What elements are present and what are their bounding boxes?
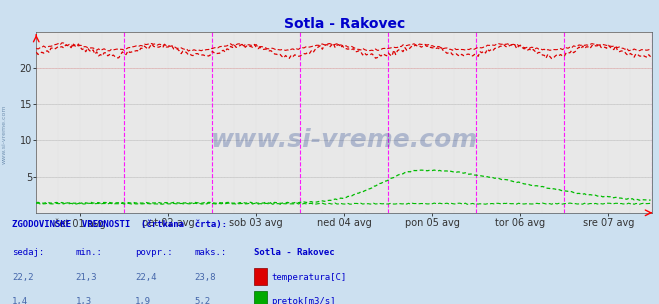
Text: 22,4: 22,4	[135, 273, 157, 282]
Text: Sotla - Rakovec: Sotla - Rakovec	[254, 248, 334, 257]
Text: www.si-vreme.com: www.si-vreme.com	[211, 129, 478, 152]
Text: 5,2: 5,2	[194, 297, 210, 304]
Bar	[254, 291, 267, 304]
Text: 1,9: 1,9	[135, 297, 151, 304]
Text: sedaj:: sedaj:	[12, 248, 44, 257]
Title: Sotla - Rakovec: Sotla - Rakovec	[284, 17, 405, 31]
Text: 1,4: 1,4	[12, 297, 28, 304]
Text: 23,8: 23,8	[194, 273, 216, 282]
Text: www.si-vreme.com: www.si-vreme.com	[2, 104, 7, 164]
Text: maks.:: maks.:	[194, 248, 227, 257]
Text: povpr.:: povpr.:	[135, 248, 173, 257]
Text: 21,3: 21,3	[76, 273, 98, 282]
Text: 22,2: 22,2	[12, 273, 34, 282]
Bar	[254, 268, 267, 285]
Text: min.:: min.:	[76, 248, 103, 257]
Text: ZGODOVINSKE  VREDNOSTI  (črtkana  črta):: ZGODOVINSKE VREDNOSTI (črtkana črta):	[12, 220, 227, 229]
Text: temperatura[C]: temperatura[C]	[272, 273, 347, 282]
Text: pretok[m3/s]: pretok[m3/s]	[272, 297, 336, 304]
Text: 1,3: 1,3	[76, 297, 92, 304]
